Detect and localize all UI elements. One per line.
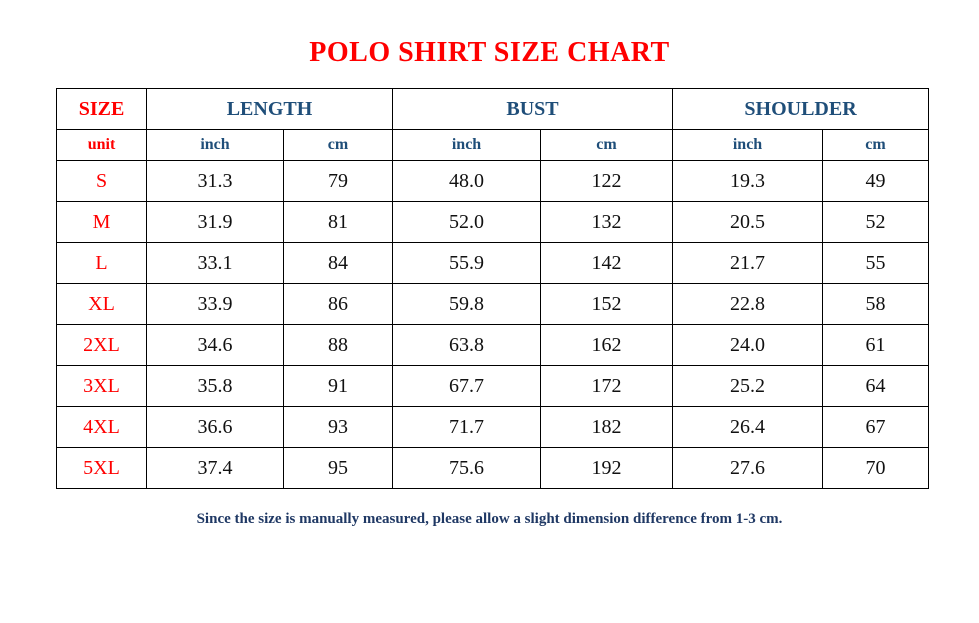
cell-length-inch: 33.9 — [146, 283, 284, 325]
table-row-5xl: 5XL 37.4 95 75.6 192 27.6 70 — [56, 447, 930, 489]
unit-shoulder-inch: inch — [672, 129, 824, 161]
cell-shoulder-cm: 49 — [822, 160, 930, 202]
cell-bust-inch: 63.8 — [392, 324, 542, 366]
page-title: POLO SHIRT SIZE CHART — [309, 37, 670, 68]
cell-bust-cm: 192 — [540, 447, 674, 489]
size-label: M — [56, 201, 147, 243]
cell-bust-cm: 132 — [540, 201, 674, 243]
cell-length-inch: 34.6 — [146, 324, 284, 366]
cell-shoulder-cm: 52 — [822, 201, 930, 243]
cell-length-cm: 91 — [282, 365, 394, 407]
unit-bust-cm: cm — [540, 129, 674, 161]
cell-length-cm: 86 — [282, 283, 394, 325]
cell-shoulder-cm: 58 — [822, 283, 930, 325]
size-label: 4XL — [56, 406, 147, 448]
cell-shoulder-cm: 67 — [822, 406, 930, 448]
cell-length-inch: 31.3 — [146, 160, 284, 202]
cell-bust-inch: 71.7 — [392, 406, 542, 448]
cell-shoulder-cm: 55 — [822, 242, 930, 284]
cell-shoulder-cm: 64 — [822, 365, 930, 407]
cell-shoulder-inch: 26.4 — [672, 406, 824, 448]
cell-length-cm: 79 — [282, 160, 394, 202]
table-row-4xl: 4XL 36.6 93 71.7 182 26.4 67 — [56, 406, 930, 448]
table-row-3xl: 3XL 35.8 91 67.7 172 25.2 64 — [56, 365, 930, 407]
size-label: 3XL — [56, 365, 147, 407]
column-header-shoulder: SHOULDER — [672, 88, 930, 130]
cell-shoulder-inch: 21.7 — [672, 242, 824, 284]
cell-bust-inch: 75.6 — [392, 447, 542, 489]
column-header-size: SIZE — [56, 88, 147, 130]
size-label: L — [56, 242, 147, 284]
unit-header-label: unit — [56, 129, 147, 161]
cell-length-inch: 33.1 — [146, 242, 284, 284]
cell-length-cm: 88 — [282, 324, 394, 366]
cell-shoulder-cm: 61 — [822, 324, 930, 366]
cell-bust-inch: 59.8 — [392, 283, 542, 325]
cell-shoulder-inch: 19.3 — [672, 160, 824, 202]
table-row-2xl: 2XL 34.6 88 63.8 162 24.0 61 — [56, 324, 930, 366]
table-row-xl: XL 33.9 86 59.8 152 22.8 58 — [56, 283, 930, 325]
cell-bust-inch: 55.9 — [392, 242, 542, 284]
size-chart-table: SIZE LENGTH BUST SHOULDER unit inch cm i… — [56, 88, 930, 489]
unit-shoulder-cm: cm — [822, 129, 930, 161]
column-header-bust: BUST — [392, 88, 674, 130]
cell-length-cm: 93 — [282, 406, 394, 448]
cell-length-cm: 84 — [282, 242, 394, 284]
cell-bust-cm: 172 — [540, 365, 674, 407]
table-row-s: S 31.3 79 48.0 122 19.3 49 — [56, 160, 930, 202]
table-body: S 31.3 79 48.0 122 19.3 49 M 31.9 81 52.… — [56, 160, 930, 489]
cell-shoulder-inch: 22.8 — [672, 283, 824, 325]
cell-length-inch: 37.4 — [146, 447, 284, 489]
cell-length-cm: 95 — [282, 447, 394, 489]
cell-shoulder-inch: 24.0 — [672, 324, 824, 366]
size-label: 2XL — [56, 324, 147, 366]
cell-bust-cm: 122 — [540, 160, 674, 202]
group-header-row: SIZE LENGTH BUST SHOULDER — [56, 88, 930, 130]
unit-length-cm: cm — [282, 129, 394, 161]
unit-header-row: unit inch cm inch cm inch cm — [56, 129, 930, 161]
cell-bust-inch: 52.0 — [392, 201, 542, 243]
cell-shoulder-inch: 20.5 — [672, 201, 824, 243]
cell-bust-cm: 142 — [540, 242, 674, 284]
cell-shoulder-inch: 25.2 — [672, 365, 824, 407]
cell-length-inch: 36.6 — [146, 406, 284, 448]
cell-bust-cm: 162 — [540, 324, 674, 366]
table-row-l: L 33.1 84 55.9 142 21.7 55 — [56, 242, 930, 284]
size-label: XL — [56, 283, 147, 325]
unit-bust-inch: inch — [392, 129, 542, 161]
table-header: SIZE LENGTH BUST SHOULDER unit inch cm i… — [56, 88, 930, 161]
size-label: 5XL — [56, 447, 147, 489]
cell-bust-cm: 152 — [540, 283, 674, 325]
table-row-m: M 31.9 81 52.0 132 20.5 52 — [56, 201, 930, 243]
cell-shoulder-inch: 27.6 — [672, 447, 824, 489]
cell-length-inch: 35.8 — [146, 365, 284, 407]
cell-bust-inch: 67.7 — [392, 365, 542, 407]
column-header-length: LENGTH — [145, 88, 394, 130]
cell-bust-cm: 182 — [540, 406, 674, 448]
cell-shoulder-cm: 70 — [822, 447, 930, 489]
cell-length-cm: 81 — [282, 201, 394, 243]
cell-bust-inch: 48.0 — [392, 160, 542, 202]
cell-length-inch: 31.9 — [146, 201, 284, 243]
measurement-disclaimer: Since the size is manually measured, ple… — [196, 511, 783, 527]
unit-length-inch: inch — [146, 129, 284, 161]
size-label: S — [56, 160, 147, 202]
